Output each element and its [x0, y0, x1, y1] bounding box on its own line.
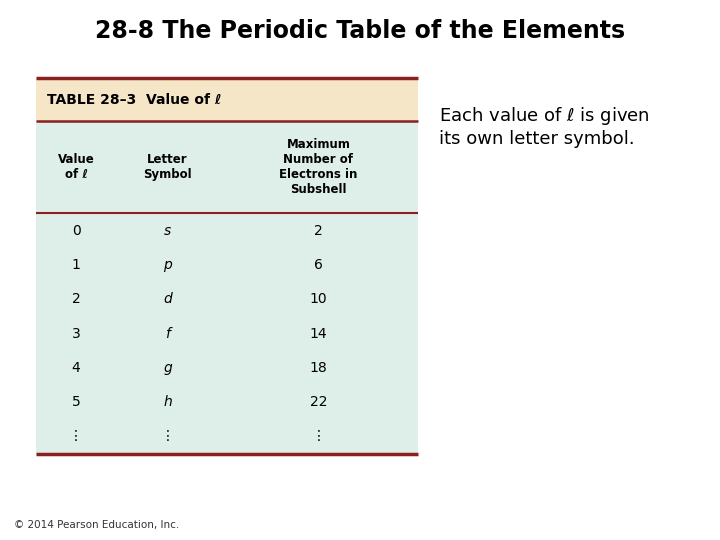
Text: 4: 4	[72, 361, 81, 375]
Text: Letter
Symbol: Letter Symbol	[143, 153, 192, 181]
Text: 0: 0	[72, 224, 81, 238]
Text: 14: 14	[310, 327, 327, 341]
Text: ⋮: ⋮	[69, 429, 83, 443]
Text: p: p	[163, 258, 172, 272]
Text: 22: 22	[310, 395, 327, 409]
Text: Each value of $\ell$ is given
its own letter symbol.: Each value of $\ell$ is given its own le…	[439, 105, 650, 148]
Text: 1: 1	[71, 258, 81, 272]
Text: © 2014 Pearson Education, Inc.: © 2014 Pearson Education, Inc.	[14, 520, 180, 530]
Text: 2: 2	[314, 224, 323, 238]
Text: s: s	[164, 224, 171, 238]
Bar	[36, 122, 418, 454]
Bar	[36, 78, 418, 122]
Text: TABLE 28–3  Value of ℓ: TABLE 28–3 Value of ℓ	[47, 93, 221, 107]
Text: g: g	[163, 361, 172, 375]
Text: Value
of ℓ: Value of ℓ	[58, 153, 94, 181]
Text: 10: 10	[310, 292, 327, 306]
Text: 18: 18	[310, 361, 328, 375]
Text: d: d	[163, 292, 172, 306]
Text: ⋮: ⋮	[161, 429, 174, 443]
Text: f: f	[165, 327, 170, 341]
Text: ⋮: ⋮	[312, 429, 325, 443]
Text: 3: 3	[72, 327, 81, 341]
Text: 28-8 The Periodic Table of the Elements: 28-8 The Periodic Table of the Elements	[95, 19, 625, 43]
Text: h: h	[163, 395, 172, 409]
Text: 5: 5	[72, 395, 81, 409]
Text: Maximum
Number of
Electrons in
Subshell: Maximum Number of Electrons in Subshell	[279, 138, 358, 197]
Text: 2: 2	[72, 292, 81, 306]
Text: 6: 6	[314, 258, 323, 272]
